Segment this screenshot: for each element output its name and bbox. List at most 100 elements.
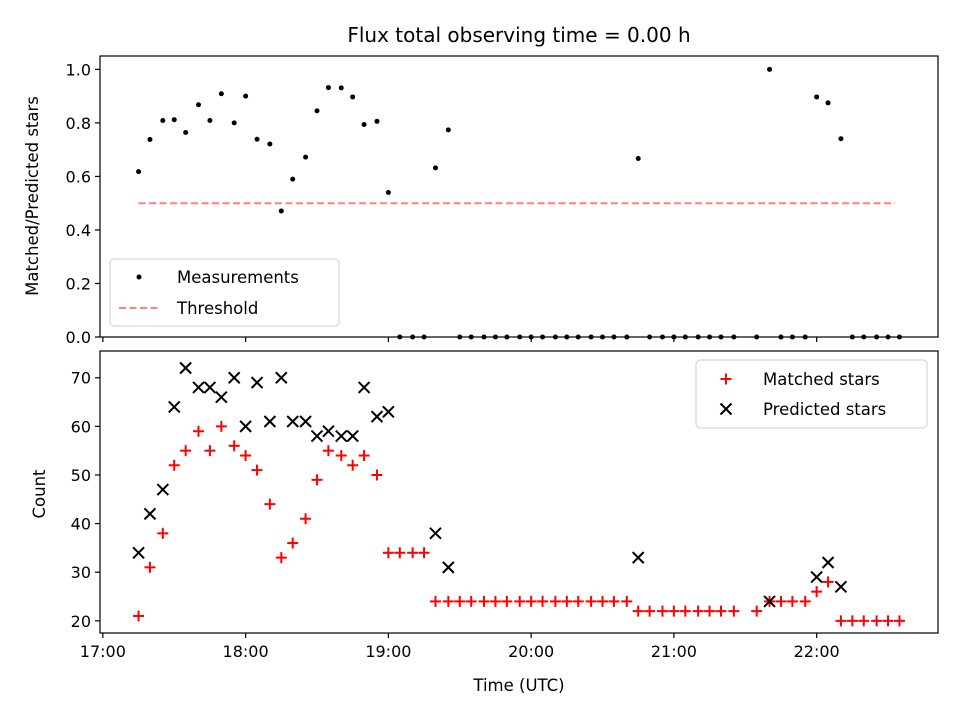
matched-star-point: [561, 595, 573, 607]
matched-star-point: [287, 537, 299, 549]
y-tick-label: 1.0: [66, 60, 91, 79]
measurement-point: [147, 136, 153, 142]
measurement-point: [231, 120, 237, 126]
matched-star-point: [501, 595, 513, 607]
matched-star-point: [835, 615, 847, 627]
matched-star-point: [775, 595, 787, 607]
count-y-axis-label: Count: [30, 469, 49, 519]
x-tick-label: 22:00: [794, 642, 840, 661]
matched-star-point: [300, 513, 312, 525]
predicted-star-point: [322, 425, 335, 438]
measurement-point: [659, 334, 665, 340]
matched-star-point: [858, 615, 870, 627]
matched-star-point: [799, 595, 811, 607]
y-tick-label: 70: [71, 369, 91, 388]
measurement-point: [374, 118, 380, 124]
matched-star-point: [275, 552, 287, 564]
predicted-star-point: [215, 390, 228, 404]
predicted-star-point: [192, 381, 205, 394]
matched-star-point: [157, 527, 169, 539]
predicted-star-point: [143, 507, 157, 521]
matched-star-point: [786, 595, 798, 607]
measurement-point: [267, 141, 273, 147]
measurement-point: [528, 334, 534, 340]
matched-star-point: [442, 595, 454, 607]
predicted-stars-legend-marker: [719, 402, 733, 416]
count-panel: 20 30 40 50 60 70 17:00 18:00 19:00 20:00 21:00 22…: [30, 350, 939, 695]
measurement-point: [767, 66, 773, 72]
y-tick-label: 50: [71, 466, 91, 485]
count-plot-area: [132, 361, 905, 627]
matched-star-point: [514, 595, 526, 607]
matched-star-point: [632, 605, 644, 617]
measurement-point: [445, 127, 451, 133]
ratio-legend: Measurements Threshold: [109, 258, 340, 327]
y-tick-label: 40: [71, 515, 91, 534]
measurement-point: [814, 94, 820, 100]
y-tick-label: 0.8: [66, 114, 91, 133]
measurement-point: [707, 334, 713, 340]
measurement-point: [825, 100, 831, 106]
predicted-star-point: [370, 410, 384, 423]
measurement-point: [278, 208, 284, 214]
predicted-star-point: [335, 429, 348, 443]
matched-stars-legend-marker: [720, 373, 732, 385]
ratio-y-axis-label: Matched/Predicted stars: [23, 96, 42, 296]
matched-star-point: [251, 464, 263, 476]
predicted-star-point: [132, 546, 145, 559]
x-tick-label: 17:00: [80, 642, 126, 661]
chart-title: Flux total observing time = 0.00 h: [347, 23, 690, 47]
matched-star-point: [751, 605, 763, 617]
matched-star-point: [893, 615, 905, 627]
y-tick-label: 60: [71, 417, 91, 436]
measurement-point: [397, 334, 403, 340]
predicted-star-point: [227, 371, 241, 384]
measurement-point: [754, 334, 760, 340]
predicted-stars-legend-cross: [719, 402, 733, 416]
predicted-star-point: [429, 527, 442, 540]
matched-star-point: [572, 595, 584, 607]
matched-star-point: [525, 595, 537, 607]
ratio-plot-area: [136, 66, 902, 340]
measurement-point: [789, 334, 795, 340]
measurement-point: [849, 334, 855, 340]
x-tick-label: 20:00: [508, 642, 554, 661]
matched-star-point: [846, 615, 858, 627]
matched-star-point: [668, 605, 680, 617]
measurement-point: [218, 91, 224, 97]
predicted-star-point: [810, 570, 823, 584]
count-x-ticks: 17:00 18:00 19:00 20:00 21:00 22:00: [80, 633, 840, 661]
matched-star-point: [311, 474, 323, 486]
measurement-point: [421, 334, 427, 340]
predicted-star-point: [203, 381, 217, 394]
measurement-point: [468, 334, 474, 340]
measurement-point: [682, 334, 688, 340]
predicted-star-point: [382, 405, 395, 418]
measurement-point: [254, 136, 260, 142]
x-tick-label: 19:00: [365, 642, 411, 661]
measurement-point: [432, 165, 438, 171]
measurement-point: [600, 334, 606, 340]
matched-star-point: [478, 595, 490, 607]
measurement-point: [861, 334, 867, 340]
ratio-y-ticks: 0.0 0.2 0.4 0.6 0.8 1.0: [66, 60, 100, 347]
matched-star-point: [358, 450, 370, 462]
y-tick-label: 0.2: [66, 274, 91, 293]
matched-star-point: [585, 595, 597, 607]
measurement-point: [552, 334, 558, 340]
matched-star-point: [537, 595, 549, 607]
predicted-star-point: [821, 556, 835, 569]
measurement-point: [160, 117, 166, 123]
measurement-point: [575, 334, 581, 340]
matched-star-point: [168, 459, 180, 471]
matched-star-point: [489, 595, 501, 607]
measurement-point: [517, 334, 523, 340]
ratio-panel: 0.0 0.2 0.4 0.6 0.8 1.0 Matched/Predicted sta…: [23, 55, 939, 347]
measurements-legend-label: Measurements: [177, 268, 299, 287]
predicted-star-point: [239, 420, 252, 433]
measurement-point: [504, 334, 510, 340]
matched-star-point: [322, 445, 334, 457]
measurement-point: [635, 155, 641, 161]
measurement-point: [207, 117, 213, 123]
matched-star-point: [335, 450, 347, 462]
